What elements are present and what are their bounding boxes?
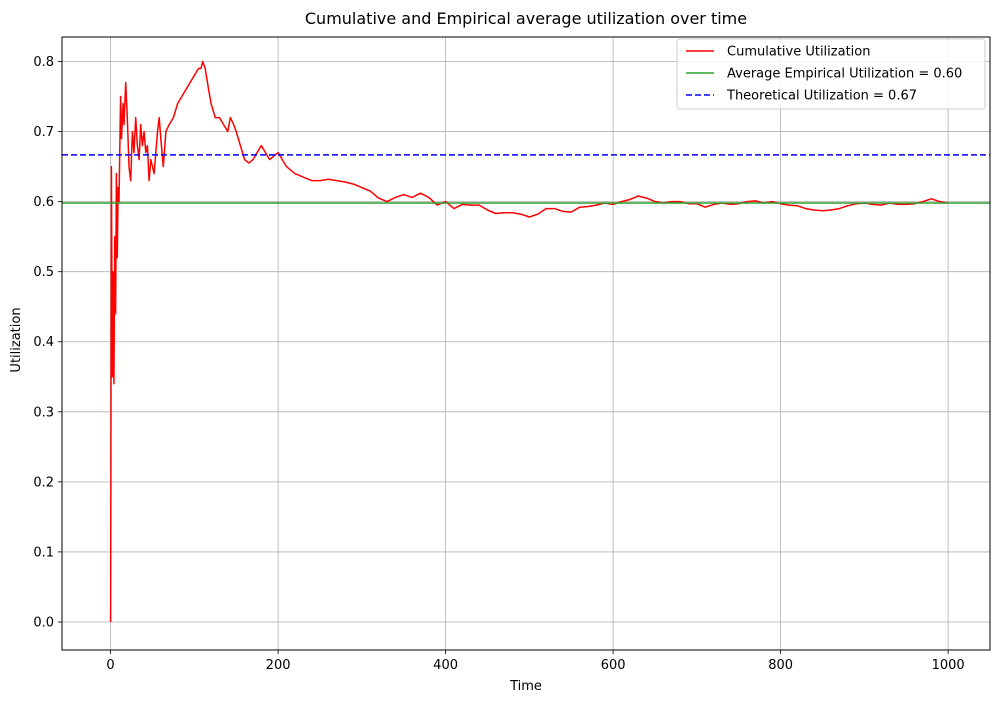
x-tick-label: 0	[106, 658, 114, 673]
legend-label: Cumulative Utilization	[727, 45, 870, 60]
y-tick-label: 0.5	[33, 265, 54, 280]
x-tick-label: 800	[768, 658, 793, 673]
x-tick-label: 600	[601, 658, 626, 673]
x-axis-label: Time	[509, 679, 542, 694]
y-tick-label: 0.4	[33, 335, 54, 350]
legend-label: Average Empirical Utilization = 0.60	[727, 67, 962, 82]
legend: Cumulative Utilization Average Empirical …	[676, 38, 986, 110]
y-tick-label: 0.7	[33, 125, 54, 140]
y-tick-label: 0.3	[33, 405, 54, 420]
y-tick-label: 0.2	[33, 475, 54, 490]
series-layer	[62, 60, 990, 623]
legend-label: Theoretical Utilization = 0.67	[726, 89, 917, 104]
x-tick-label: 400	[433, 658, 458, 673]
x-axis: 0 200 400 600 800 1000	[106, 650, 965, 673]
chart-title: Cumulative and Empirical average utiliza…	[305, 9, 747, 28]
plot-frame	[61, 36, 991, 651]
x-tick-label: 200	[266, 658, 291, 673]
y-axis-label: Utilization	[9, 307, 24, 372]
y-axis: 0.0 0.1 0.2 0.3 0.4 0.5 0.6 0.7 0.8	[33, 55, 62, 630]
x-tick-label: 1000	[932, 658, 965, 673]
legend-box	[676, 38, 986, 110]
y-tick-label: 0.1	[33, 545, 54, 560]
y-tick-label: 0.6	[33, 195, 54, 210]
y-tick-label: 0.8	[33, 55, 54, 70]
y-tick-label: 0.0	[33, 615, 54, 630]
grid	[62, 37, 990, 650]
